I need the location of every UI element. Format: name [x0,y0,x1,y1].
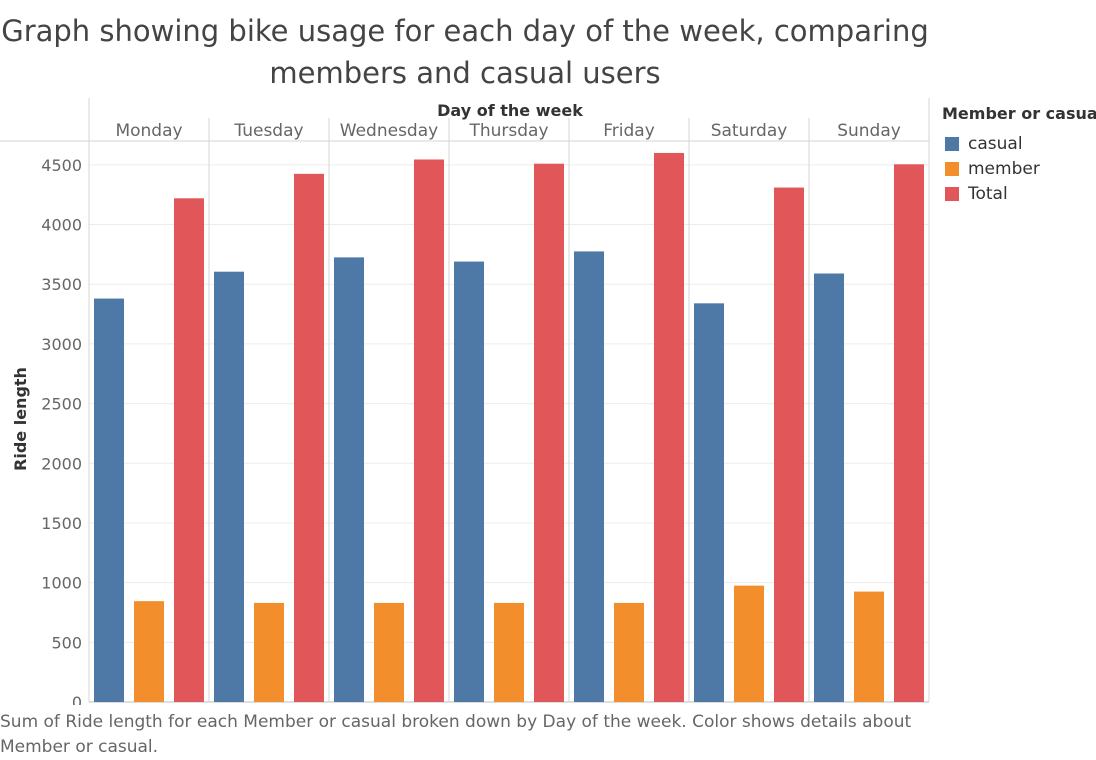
bar-casual-sunday[interactable] [814,273,844,702]
y-tick-label: 500 [51,633,82,652]
legend-swatch [945,161,959,176]
bar-casual-thursday[interactable] [454,261,484,702]
y-axis-title: Ride length [11,367,30,471]
day-header-label: Sunday [837,121,901,141]
y-tick-label: 2000 [41,454,82,473]
bar-total-monday[interactable] [174,198,204,702]
legend-items: casual member Total [942,131,1096,206]
y-tick-label: 1500 [41,514,82,533]
bar-casual-friday[interactable] [574,251,604,702]
day-header-label: Saturday [711,121,788,141]
y-tick-label: 1000 [41,574,82,593]
y-axis-ticks: 0 500 1000 1500 2000 2500 3000 3500 4000 4500 [41,156,82,705]
bar-casual-monday[interactable] [94,298,124,702]
bar-member-monday[interactable] [134,601,164,702]
bar-casual-wednesday[interactable] [334,257,364,702]
legend-label: casual [968,133,1023,154]
day-header-label: Wednesday [340,121,438,141]
bar-member-wednesday[interactable] [374,602,404,702]
bar-member-tuesday[interactable] [254,602,284,702]
bar-total-tuesday[interactable] [294,173,324,702]
y-tick-label: 3000 [41,335,82,354]
bars [94,152,924,703]
bar-total-sunday[interactable] [894,164,924,703]
y-tick-label: 3500 [41,275,82,294]
column-header: Day of the week [437,101,583,120]
legend-label: member [968,158,1040,179]
legend-title: Member or casual [942,104,1096,123]
bar-member-sunday[interactable] [854,591,884,702]
legend-swatch [945,136,959,151]
chart-caption: Sum of Ride length for each Member or ca… [0,712,912,757]
bar-total-wednesday[interactable] [414,159,444,702]
bar-total-friday[interactable] [654,152,684,703]
legend-item[interactable]: member [942,156,1096,181]
bar-casual-tuesday[interactable] [214,271,244,702]
y-tick-label: 2500 [41,395,82,414]
day-header-label: Tuesday [233,121,303,141]
day-header-label: Friday [603,121,655,141]
bar-total-saturday[interactable] [774,187,804,702]
bar-casual-saturday[interactable] [694,303,724,702]
bar-member-friday[interactable] [614,602,644,702]
chart-title: Graph showing bike usage for each day of… [1,14,929,90]
y-tick-label: 4000 [41,216,82,235]
y-tick-label: 4500 [41,156,82,175]
legend-item[interactable]: Total [942,181,1096,206]
bar-member-thursday[interactable] [494,602,524,702]
legend-label: Total [968,183,1008,204]
y-tick-label: 0 [72,693,82,705]
legend-swatch [945,186,959,201]
bar-chart: 0 500 1000 1500 2000 2500 3000 3500 4000 4500 Mon… [0,98,930,705]
day-header-label: Monday [115,121,182,141]
day-headers: Monday Tuesday Wednesday Thursday Friday Satu… [115,121,900,141]
legend: Member or casual casual member Total [942,104,1096,206]
day-header-label: Thursday [468,121,548,141]
legend-item[interactable]: casual [942,131,1096,156]
bar-total-thursday[interactable] [534,163,564,703]
bar-member-saturday[interactable] [734,585,764,702]
